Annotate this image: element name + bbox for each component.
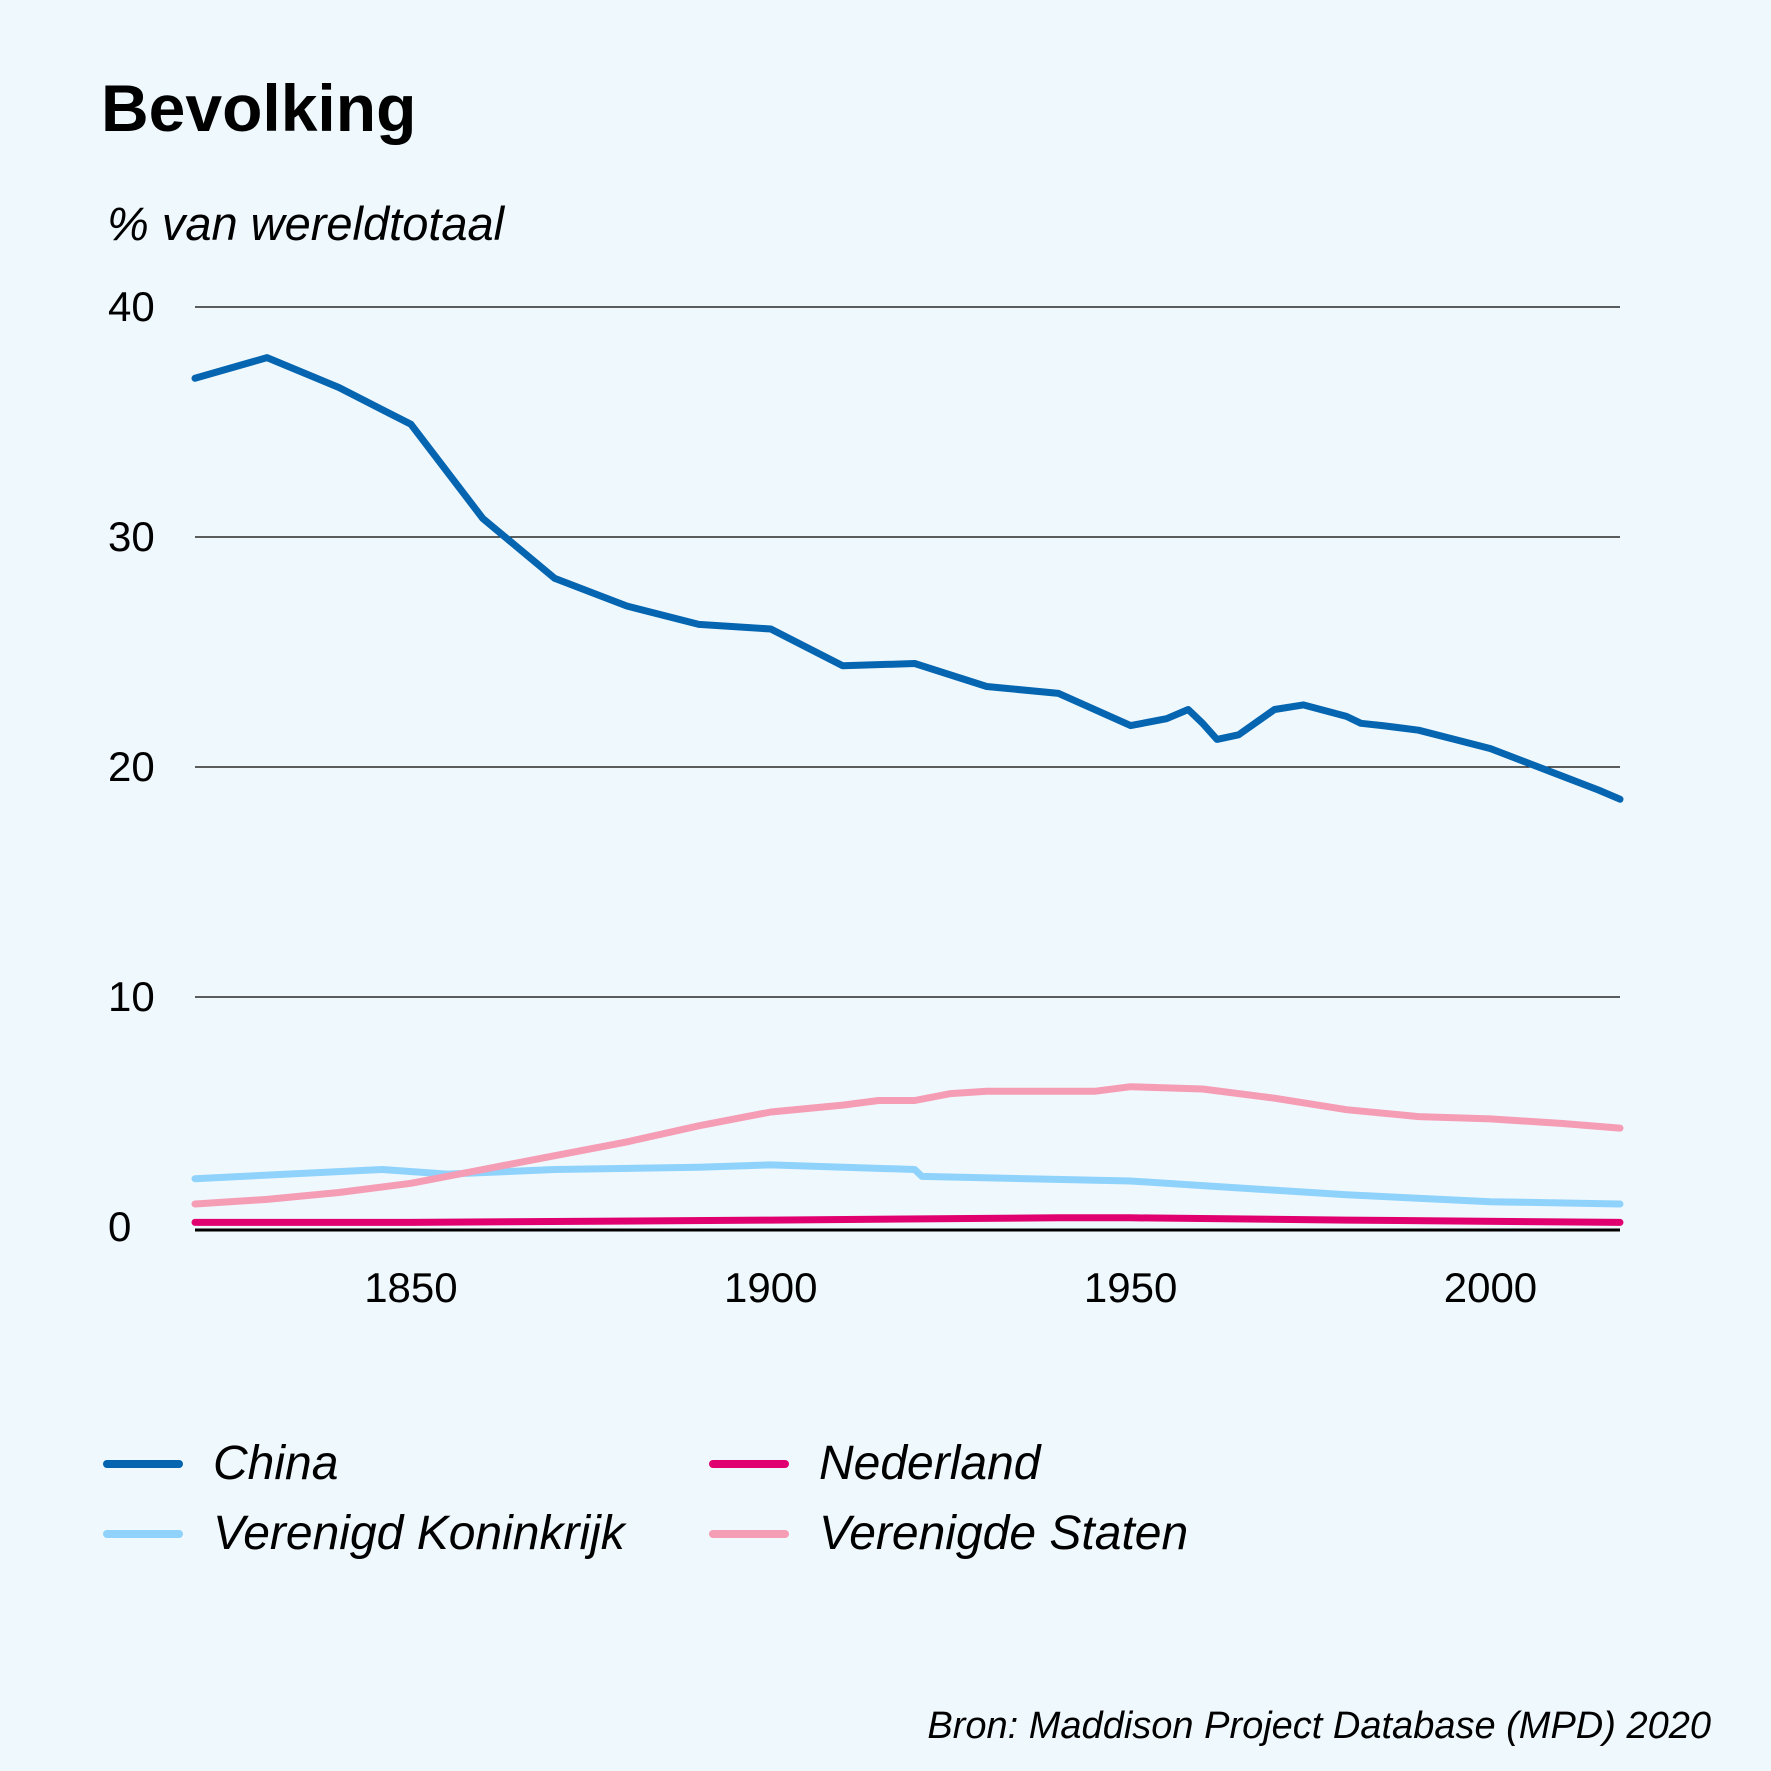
x-tick-label-1900: 1900 (724, 1264, 817, 1311)
y-tick-label-40: 40 (108, 283, 155, 330)
y-tick-label-30: 30 (108, 513, 155, 560)
legend-item-verenigde-staten: Verenigde Staten (709, 1506, 1188, 1561)
legend-swatch-verenigde-staten (709, 1529, 789, 1538)
x-tick-label-1950: 1950 (1084, 1264, 1177, 1311)
legend-item-china: China (103, 1436, 338, 1491)
legend-label-nederland: Nederland (819, 1437, 1041, 1490)
legend-item-verenigd-koninkrijk: Verenigd Koninkrijk (103, 1506, 625, 1561)
legend-label-verenigde-staten: Verenigde Staten (819, 1507, 1189, 1560)
series-line-nederland (191, 1214, 1624, 1226)
legend-label-verenigd-koninkrijk: Verenigd Koninkrijk (213, 1507, 625, 1560)
chart-title: Bevolking (101, 71, 417, 145)
y-tick-labels: 0 10 20 30 40 (108, 283, 155, 1250)
legend-label-china: China (213, 1437, 339, 1490)
series-line-verenigde-staten (191, 1083, 1624, 1208)
series-line-china (191, 354, 1624, 803)
x-tick-label-1850: 1850 (364, 1264, 457, 1311)
series-lines (191, 354, 1624, 1226)
x-tick-labels: 1850 1900 1950 2000 (364, 1264, 1537, 1311)
y-axis-label: % van wereldtotaal (107, 197, 505, 250)
source-note: Bron: Maddison Project Database (MPD) 20… (927, 1705, 1711, 1747)
grid-lines (195, 306, 1620, 998)
y-tick-label-20: 20 (108, 743, 155, 790)
legend-swatch-china (103, 1459, 183, 1468)
legend-item-nederland: Nederland (709, 1436, 1040, 1491)
y-tick-label-10: 10 (108, 973, 155, 1020)
legend-swatch-nederland (709, 1459, 789, 1468)
legend-swatch-verenigd-koninkrijk (103, 1529, 183, 1538)
x-tick-label-2000: 2000 (1444, 1264, 1537, 1311)
y-tick-label-0: 0 (108, 1203, 131, 1250)
